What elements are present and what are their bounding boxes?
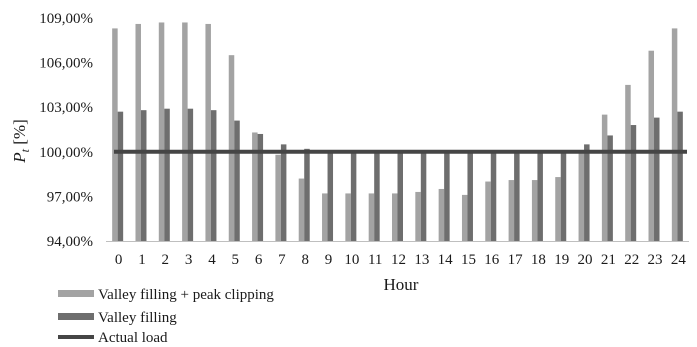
bar-series-1-hour-24 xyxy=(671,28,678,241)
x-tick-label: 13 xyxy=(414,252,429,268)
legend-label-series-1: Valley filling + peak clipping xyxy=(98,287,274,303)
bar-series-2-hour-16 xyxy=(490,151,497,241)
bar-series-1-hour-13 xyxy=(415,191,421,241)
x-axis-title: Hour xyxy=(384,275,419,294)
legend-label-series-3: Actual load xyxy=(98,330,168,346)
bar-series-1-hour-7 xyxy=(275,154,281,241)
bar-series-1-hour-2 xyxy=(158,22,165,242)
bar-series-2-hour-4 xyxy=(210,110,217,241)
x-tick-label: 1 xyxy=(138,252,146,268)
bar-series-2-hour-21 xyxy=(607,135,613,241)
bar-series-2-hour-14 xyxy=(444,151,450,241)
bar-series-1-hour-4 xyxy=(205,23,211,242)
y-tick-label: 97,00% xyxy=(47,189,93,205)
x-tick-label: 24 xyxy=(671,252,687,268)
bar-series-1-hour-9 xyxy=(322,193,328,241)
x-tick-label: 17 xyxy=(508,252,524,268)
bar-series-2-hour-8 xyxy=(304,148,310,241)
x-tick-label: 6 xyxy=(255,252,263,268)
bar-series-1-hour-17 xyxy=(508,180,515,241)
legend: Valley filling + peak clipping Valley fi… xyxy=(58,287,274,346)
x-tick-label: 0 xyxy=(115,252,123,268)
bar-series-2-hour-22 xyxy=(630,125,637,241)
x-tick-label: 16 xyxy=(484,252,500,268)
x-axis-ticks: 0 1 2 3 4 5 6 7 8 9 10 11 12 13 14 15 16 17 18 19 20 21 22 23 24 xyxy=(115,252,686,268)
bar-series-2-hour-2 xyxy=(164,108,170,241)
bar-series-1-hour-20 xyxy=(578,151,585,241)
x-tick-label: 3 xyxy=(185,252,193,268)
x-tick-label: 8 xyxy=(301,252,309,268)
bar-series-2-hour-5 xyxy=(234,120,240,241)
bar-series-2-hour-9 xyxy=(327,151,334,241)
bar-series-1-hour-19 xyxy=(555,177,561,241)
x-tick-label: 15 xyxy=(461,252,476,268)
bar-series-2-hour-17 xyxy=(514,151,520,241)
x-tick-label: 5 xyxy=(232,252,240,268)
bar-series-1-hour-16 xyxy=(485,181,491,241)
x-tick-label: 2 xyxy=(162,252,170,268)
x-tick-label: 9 xyxy=(325,252,333,268)
bar-series-1-hour-21 xyxy=(601,114,608,241)
bar-series-2-hour-10 xyxy=(350,151,357,241)
bar-series-1-hour-1 xyxy=(135,23,141,242)
x-tick-label: 11 xyxy=(368,252,382,268)
x-tick-label: 21 xyxy=(601,252,616,268)
bar-series-1-hour-6 xyxy=(252,132,258,241)
legend-swatch-series-2 xyxy=(58,313,94,320)
bar-series-1-hour-15 xyxy=(461,194,468,241)
bar-series-2-hour-7 xyxy=(280,144,287,241)
y-tick-label: 106,00% xyxy=(39,56,93,72)
x-tick-label: 12 xyxy=(391,252,406,268)
bar-series-1-hour-0 xyxy=(112,28,118,241)
x-tick-label: 10 xyxy=(344,252,359,268)
bar-series-2-hour-0 xyxy=(117,111,124,241)
bar-series-2-hour-13 xyxy=(420,151,427,241)
y-axis-title-sub: t xyxy=(18,148,32,152)
bar-series-2-hour-6 xyxy=(257,133,264,241)
bar-series-2-hour-1 xyxy=(140,110,147,241)
legend-swatch-series-1 xyxy=(58,290,94,297)
bar-series-2-hour-24 xyxy=(677,111,683,241)
y-axis-title-main: P xyxy=(10,152,29,163)
bar-series-1-hour-22 xyxy=(625,84,631,242)
bar-series-1-hour-11 xyxy=(368,193,375,241)
x-tick-label: 19 xyxy=(554,252,569,268)
bar-series-1-hour-8 xyxy=(298,178,305,241)
bar-series-1-hour-14 xyxy=(438,188,445,241)
bar-series-1-hour-23 xyxy=(648,50,655,242)
bar-series-2-hour-12 xyxy=(397,151,403,241)
y-axis-title: Pt [%] xyxy=(10,119,32,163)
y-axis-ticks: 94,00% 97,00% 100,00% 103,00% 106,00% 109,00% xyxy=(39,11,93,250)
bar-series-1-hour-5 xyxy=(228,55,235,241)
bar-series-2-hour-15 xyxy=(467,151,473,241)
bar-series-2-hour-18 xyxy=(537,151,543,241)
y-tick-label: 109,00% xyxy=(39,11,93,27)
y-axis-title-unit: [%] xyxy=(10,119,29,149)
x-tick-label: 4 xyxy=(208,252,216,268)
x-tick-label: 22 xyxy=(624,252,639,268)
bar-series-1-hour-18 xyxy=(531,180,538,241)
x-tick-label: 14 xyxy=(438,252,454,268)
legend-label-series-2: Valley filling xyxy=(98,310,177,326)
x-tick-label: 7 xyxy=(278,252,286,268)
bar-series-1-hour-12 xyxy=(392,193,398,241)
y-tick-label: 100,00% xyxy=(39,145,93,161)
bar-series-2-hour-23 xyxy=(654,117,660,241)
bar-series-1-hour-3 xyxy=(182,22,188,242)
x-tick-label: 20 xyxy=(578,252,593,268)
y-tick-label: 103,00% xyxy=(39,100,93,116)
x-tick-label: 18 xyxy=(531,252,546,268)
bar-series-2-hour-11 xyxy=(374,151,380,241)
y-tick-label: 94,00% xyxy=(47,234,93,250)
plot-area xyxy=(106,22,689,242)
bar-series-2-hour-19 xyxy=(560,151,567,241)
bar-series-2-hour-20 xyxy=(584,144,590,241)
bar-series-2-hour-3 xyxy=(187,108,194,241)
x-tick-label: 23 xyxy=(648,252,663,268)
bar-series-1-hour-10 xyxy=(345,193,351,241)
